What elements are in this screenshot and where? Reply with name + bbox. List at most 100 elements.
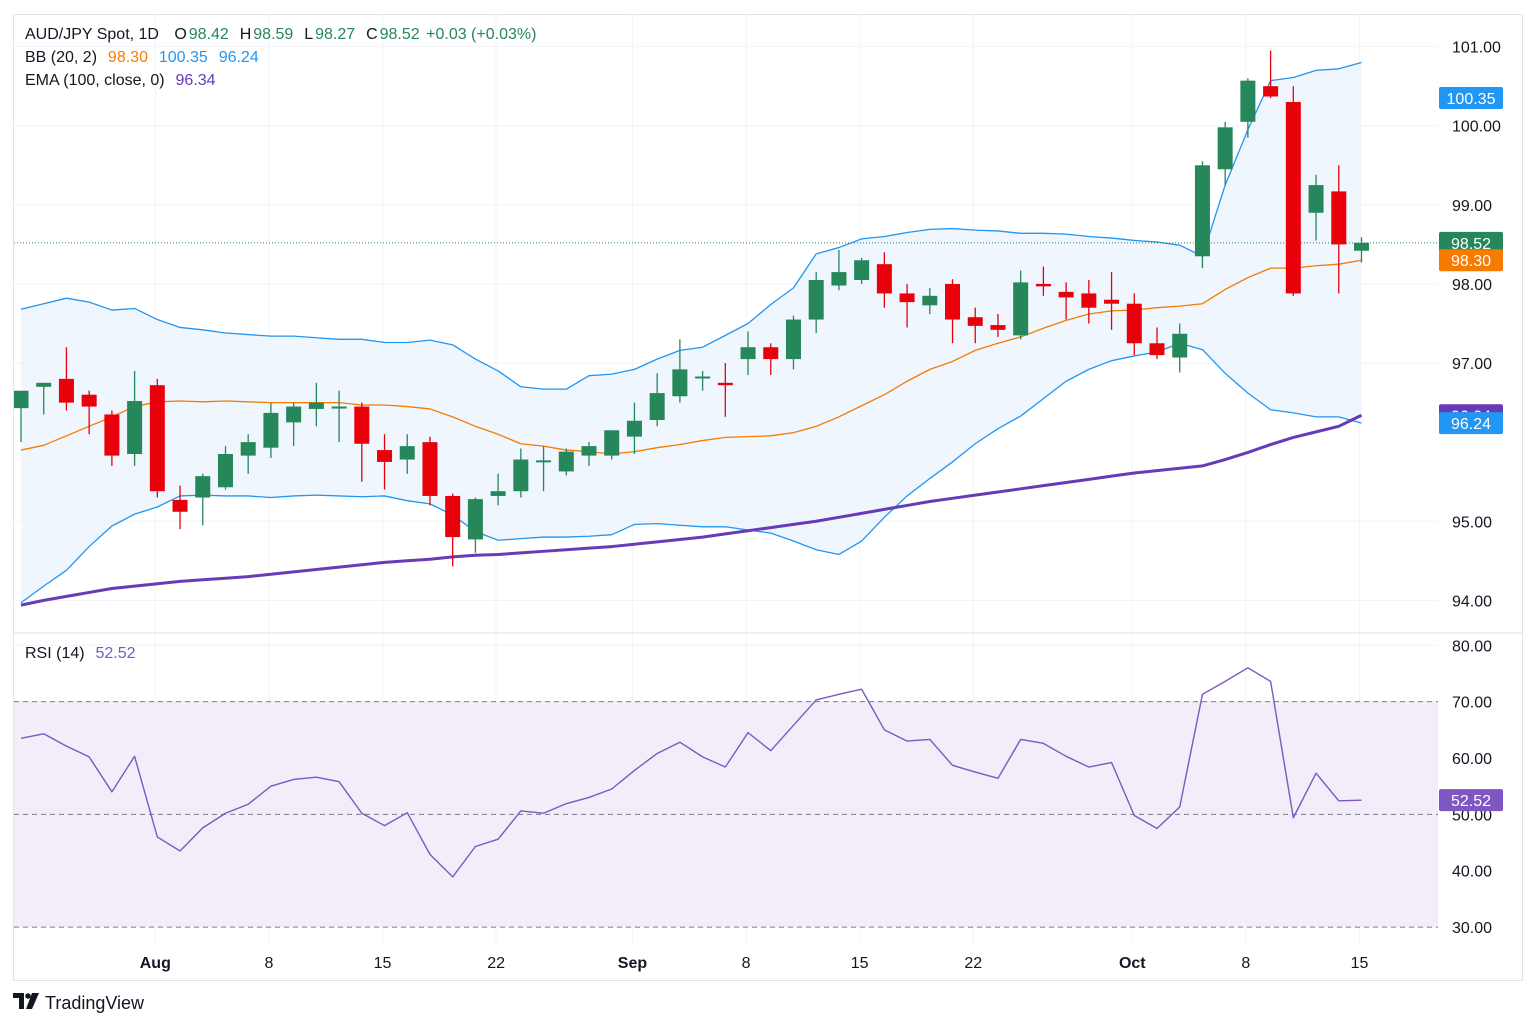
rsi-value-label: 52.52 [1451, 793, 1491, 810]
rsi-pane[interactable] [14, 667, 1438, 928]
candle-body [854, 260, 870, 280]
bb-lower-price-label-bg [1439, 412, 1503, 435]
candle-body [717, 382, 733, 386]
time-tick-label: 15 [851, 955, 869, 972]
bb-lower-line [20, 342, 1362, 604]
candle-body [286, 406, 302, 423]
time-tick-label: 15 [374, 955, 392, 972]
candle-body [1149, 343, 1165, 356]
candle-body [1285, 102, 1301, 294]
bb-upper-price-label: 100.35 [1447, 91, 1496, 108]
candle-body [945, 283, 961, 320]
time-tick-label: 8 [1241, 955, 1250, 972]
candle-body [922, 295, 938, 306]
rsi-tick-label: 80.00 [1452, 638, 1492, 655]
candle-body [36, 382, 52, 387]
rsi-label: RSI (14) [25, 645, 85, 662]
ema-legend: EMA (100, close, 0) 96.34 [25, 72, 218, 90]
candle-body [127, 401, 143, 455]
candle-body [513, 459, 529, 492]
candle-body [1217, 127, 1233, 170]
rsi-line [20, 667, 1362, 878]
candle-body [1331, 191, 1347, 245]
rsi-tick-label: 30.00 [1452, 920, 1492, 937]
candle-body [104, 414, 120, 456]
bb-basis-price-label: 98.30 [1451, 253, 1491, 270]
candle-body [331, 406, 347, 409]
candle-body [467, 499, 483, 540]
rsi-tick-label: 70.00 [1452, 695, 1492, 712]
tradingview-logo-icon [13, 993, 39, 1014]
bb-lower-value: 96.24 [218, 49, 259, 66]
candle-body [695, 376, 711, 379]
candle-body [81, 394, 97, 407]
bb-upper-line [20, 61, 1362, 390]
candle-body [308, 402, 324, 409]
bb-upper-price-label-bg [1439, 87, 1503, 110]
candle-body [740, 347, 756, 360]
candle-body [490, 491, 506, 496]
close-value: 98.52 [379, 26, 420, 43]
candle-body [1240, 80, 1256, 122]
candle-body [399, 446, 415, 460]
close-label: C [366, 26, 378, 43]
symbol-title: AUD/JPY Spot, 1D [25, 26, 159, 43]
price-pane[interactable] [14, 50, 1439, 607]
time-tick-label: 22 [964, 955, 982, 972]
open-value: 98.42 [188, 26, 229, 43]
low-value: 98.27 [315, 26, 356, 43]
high-value: 98.59 [253, 26, 294, 43]
candle-body [831, 272, 847, 286]
rsi-legend: RSI (14) 52.52 [25, 645, 138, 663]
candle-body [990, 325, 1006, 330]
time-tick-label: Oct [1119, 955, 1146, 972]
candle-body [1104, 299, 1120, 304]
candle-body [1308, 185, 1324, 213]
ema-value: 96.34 [175, 72, 216, 89]
candle-body [1058, 291, 1074, 298]
last-price-label-bg [1439, 231, 1503, 254]
ema-label: EMA (100, close, 0) [25, 72, 165, 89]
tradingview-logo[interactable]: TradingView [13, 993, 144, 1014]
ema-line [20, 413, 1363, 607]
candle-body [149, 385, 165, 492]
rsi-value-label-bg [1439, 789, 1503, 812]
candle-body [1081, 293, 1097, 308]
bb-legend: BB (20, 2) 98.30 100.35 96.24 [25, 49, 261, 67]
candle-body [1013, 282, 1029, 336]
candle-body [1353, 242, 1369, 251]
candle-body [649, 393, 665, 421]
tradingview-logo-text: TradingView [45, 993, 145, 1013]
low-label: L [304, 26, 314, 43]
candle-body [899, 293, 915, 303]
time-tick-label: 8 [742, 955, 751, 972]
candle-body [354, 406, 370, 444]
high-label: H [239, 26, 252, 43]
bb-upper-value: 100.35 [158, 49, 208, 66]
axes: 101.00 100.00 99.00 98.00 97.00 95.00 94.00 Aug… [14, 40, 1522, 972]
candle-body [1194, 165, 1210, 257]
price-tick-label: 97.00 [1452, 356, 1492, 373]
price-tick-label: 99.00 [1452, 198, 1492, 215]
candle-body [195, 476, 211, 498]
time-tick-label: Aug [140, 955, 171, 972]
time-tick-label: 15 [1351, 955, 1369, 972]
rsi-tick-label: 50.00 [1452, 807, 1492, 824]
bb-lower-price-label: 96.24 [1451, 416, 1491, 433]
candle-body [422, 442, 438, 496]
time-tick-label: 8 [264, 955, 273, 972]
last-price-label: 98.52 [1451, 236, 1491, 253]
candle-body [672, 369, 688, 397]
change-value: +0.03 (+0.03%) [426, 26, 537, 43]
bb-basis-price-label-bg [1439, 249, 1503, 272]
candle-body [604, 430, 620, 456]
price-tick-label: 100.00 [1452, 119, 1501, 136]
rsi-tick-label: 60.00 [1452, 751, 1492, 768]
candle-body [240, 442, 256, 456]
candle-body [1126, 303, 1142, 344]
bb-band-fill [21, 62, 1362, 603]
candle-body [808, 279, 824, 320]
price-tick-label: 95.00 [1452, 514, 1492, 531]
